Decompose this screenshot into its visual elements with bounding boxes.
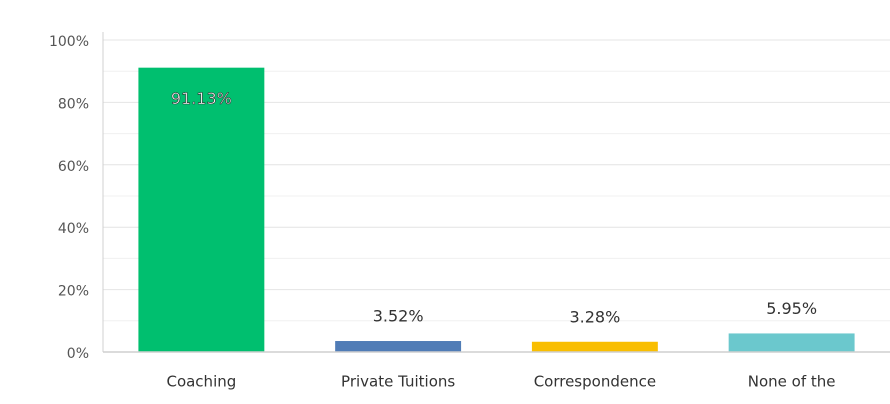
y-tick-label: 60% (58, 159, 89, 175)
value-label: 5.95% (766, 299, 817, 318)
x-tick-label: Private Tuitions (341, 373, 455, 391)
x-tick-label: Correspondence (534, 373, 656, 391)
value-label: 91.13% (171, 89, 232, 108)
y-tick-label: 100% (49, 34, 89, 50)
y-tick-label: 80% (58, 96, 89, 112)
bar (335, 341, 462, 352)
value-label: 3.52% (373, 307, 424, 326)
y-tick-label: 0% (67, 346, 89, 362)
bar (138, 67, 265, 352)
bar (728, 333, 855, 352)
value-label: 3.28% (569, 307, 620, 326)
x-tick-label: None of the (748, 373, 836, 391)
bar (531, 341, 658, 352)
y-tick-label: 20% (58, 284, 89, 300)
x-tick-label: Coaching (166, 373, 236, 391)
y-tick-label: 40% (58, 221, 89, 237)
